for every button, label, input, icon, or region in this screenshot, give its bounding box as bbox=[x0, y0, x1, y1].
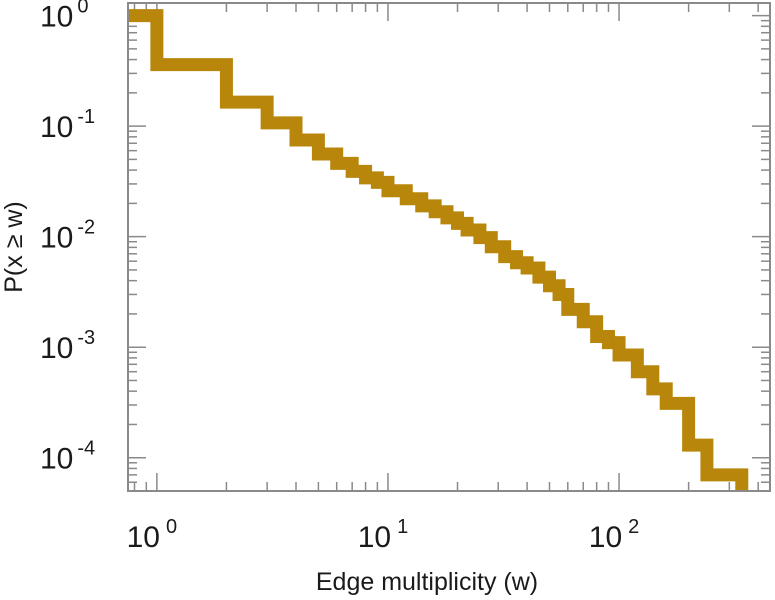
x-tick-label: 10 2 bbox=[589, 516, 640, 554]
ccdf-step-line bbox=[128, 9, 749, 491]
y-tick-label: 10 -4 bbox=[40, 438, 95, 476]
x-axis-label: Edge multiplicity (w) bbox=[316, 568, 538, 596]
y-tick-label: 10 0 bbox=[40, 0, 89, 34]
y-tick-label: 10 -2 bbox=[40, 217, 95, 255]
minor-ticks bbox=[128, 3, 770, 492]
y-tick-label: 10 -1 bbox=[40, 106, 95, 144]
x-tick-labels: 10 0 10 1 10 2 bbox=[127, 516, 640, 554]
plot-frame bbox=[127, 2, 771, 492]
x-tick-label: 10 0 bbox=[127, 516, 178, 554]
y-tick-label: 10 -3 bbox=[40, 327, 95, 365]
y-axis-label: P(x ≥ w) bbox=[0, 201, 28, 293]
x-tick-label: 10 1 bbox=[358, 516, 409, 554]
